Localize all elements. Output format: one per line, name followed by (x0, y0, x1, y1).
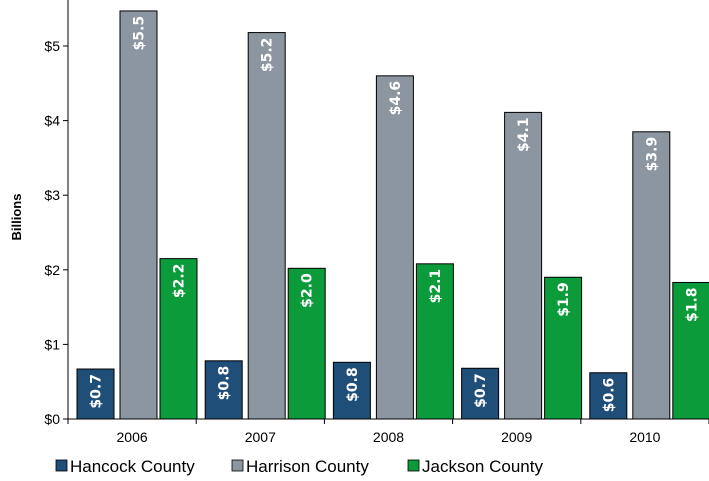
data-label: $1.9 (556, 282, 572, 317)
data-label: $5.5 (132, 16, 148, 51)
data-label: $0.7 (89, 374, 105, 409)
x-tick-label: 2010 (629, 429, 660, 445)
legend-label: Harrison County (246, 457, 369, 476)
data-label: $2.1 (428, 269, 444, 304)
legend: Hancock County Harrison County Jackson Cou… (55, 457, 543, 476)
bars: $0.7 $0.8 $0.8 $0.7 $0.6 $5.5 $5.2 $4.6 $4.1 $3.9… (76, 10, 709, 420)
y-tick-label: $0 (44, 411, 60, 427)
y-tick-label: $1 (44, 336, 60, 352)
y-tick-label: $2 (44, 262, 60, 278)
x-tick-label: 2006 (117, 429, 148, 445)
legend-swatch (407, 459, 420, 472)
data-label: $0.7 (473, 373, 489, 408)
legend-label: Hancock County (70, 457, 195, 476)
y-tick-label: $3 (44, 187, 60, 203)
legend-swatch (55, 459, 68, 472)
bar-harrison-county-2006 (119, 10, 158, 420)
bar-harrison-county-2008 (375, 75, 414, 420)
bar-harrison-county-2007 (247, 32, 286, 420)
data-label: $0.8 (217, 366, 233, 401)
data-label: $4.6 (388, 81, 404, 116)
bar-hancock-county-2006 (76, 368, 115, 420)
x-tick-label: 2009 (501, 429, 532, 445)
data-label: $2.0 (300, 273, 316, 308)
y-tick-label: $4 (44, 113, 60, 129)
legend-swatch (231, 459, 244, 472)
data-label: $4.1 (516, 117, 532, 152)
x-tick-label: 2008 (373, 429, 404, 445)
bar-hancock-county-2007 (204, 360, 243, 420)
bar-jackson-county-2006 (159, 258, 198, 420)
data-label: $5.2 (260, 38, 276, 73)
bar-harrison-county-2010 (632, 131, 671, 420)
data-label: $3.9 (644, 137, 660, 172)
legend-label: Jackson County (422, 457, 543, 476)
x-tick-label: 2007 (245, 429, 276, 445)
bar-harrison-county-2009 (504, 111, 543, 420)
bar-hancock-county-2009 (461, 367, 500, 420)
axes: $0 $1 $2 $3 $4 $5 2006 2007 2008 2009 2010 (44, 0, 709, 445)
data-label: $1.8 (684, 287, 700, 322)
y-axis-label: Billions (9, 194, 24, 241)
bar-jackson-county-2010 (672, 281, 709, 420)
y-tick-label: $5 (44, 38, 60, 54)
y-axis-label-group: Billions (9, 194, 24, 241)
data-label: $0.8 (345, 367, 361, 402)
data-label: $2.2 (172, 264, 188, 299)
data-label: $0.6 (601, 378, 617, 413)
bar-jackson-county-2008 (415, 263, 454, 420)
